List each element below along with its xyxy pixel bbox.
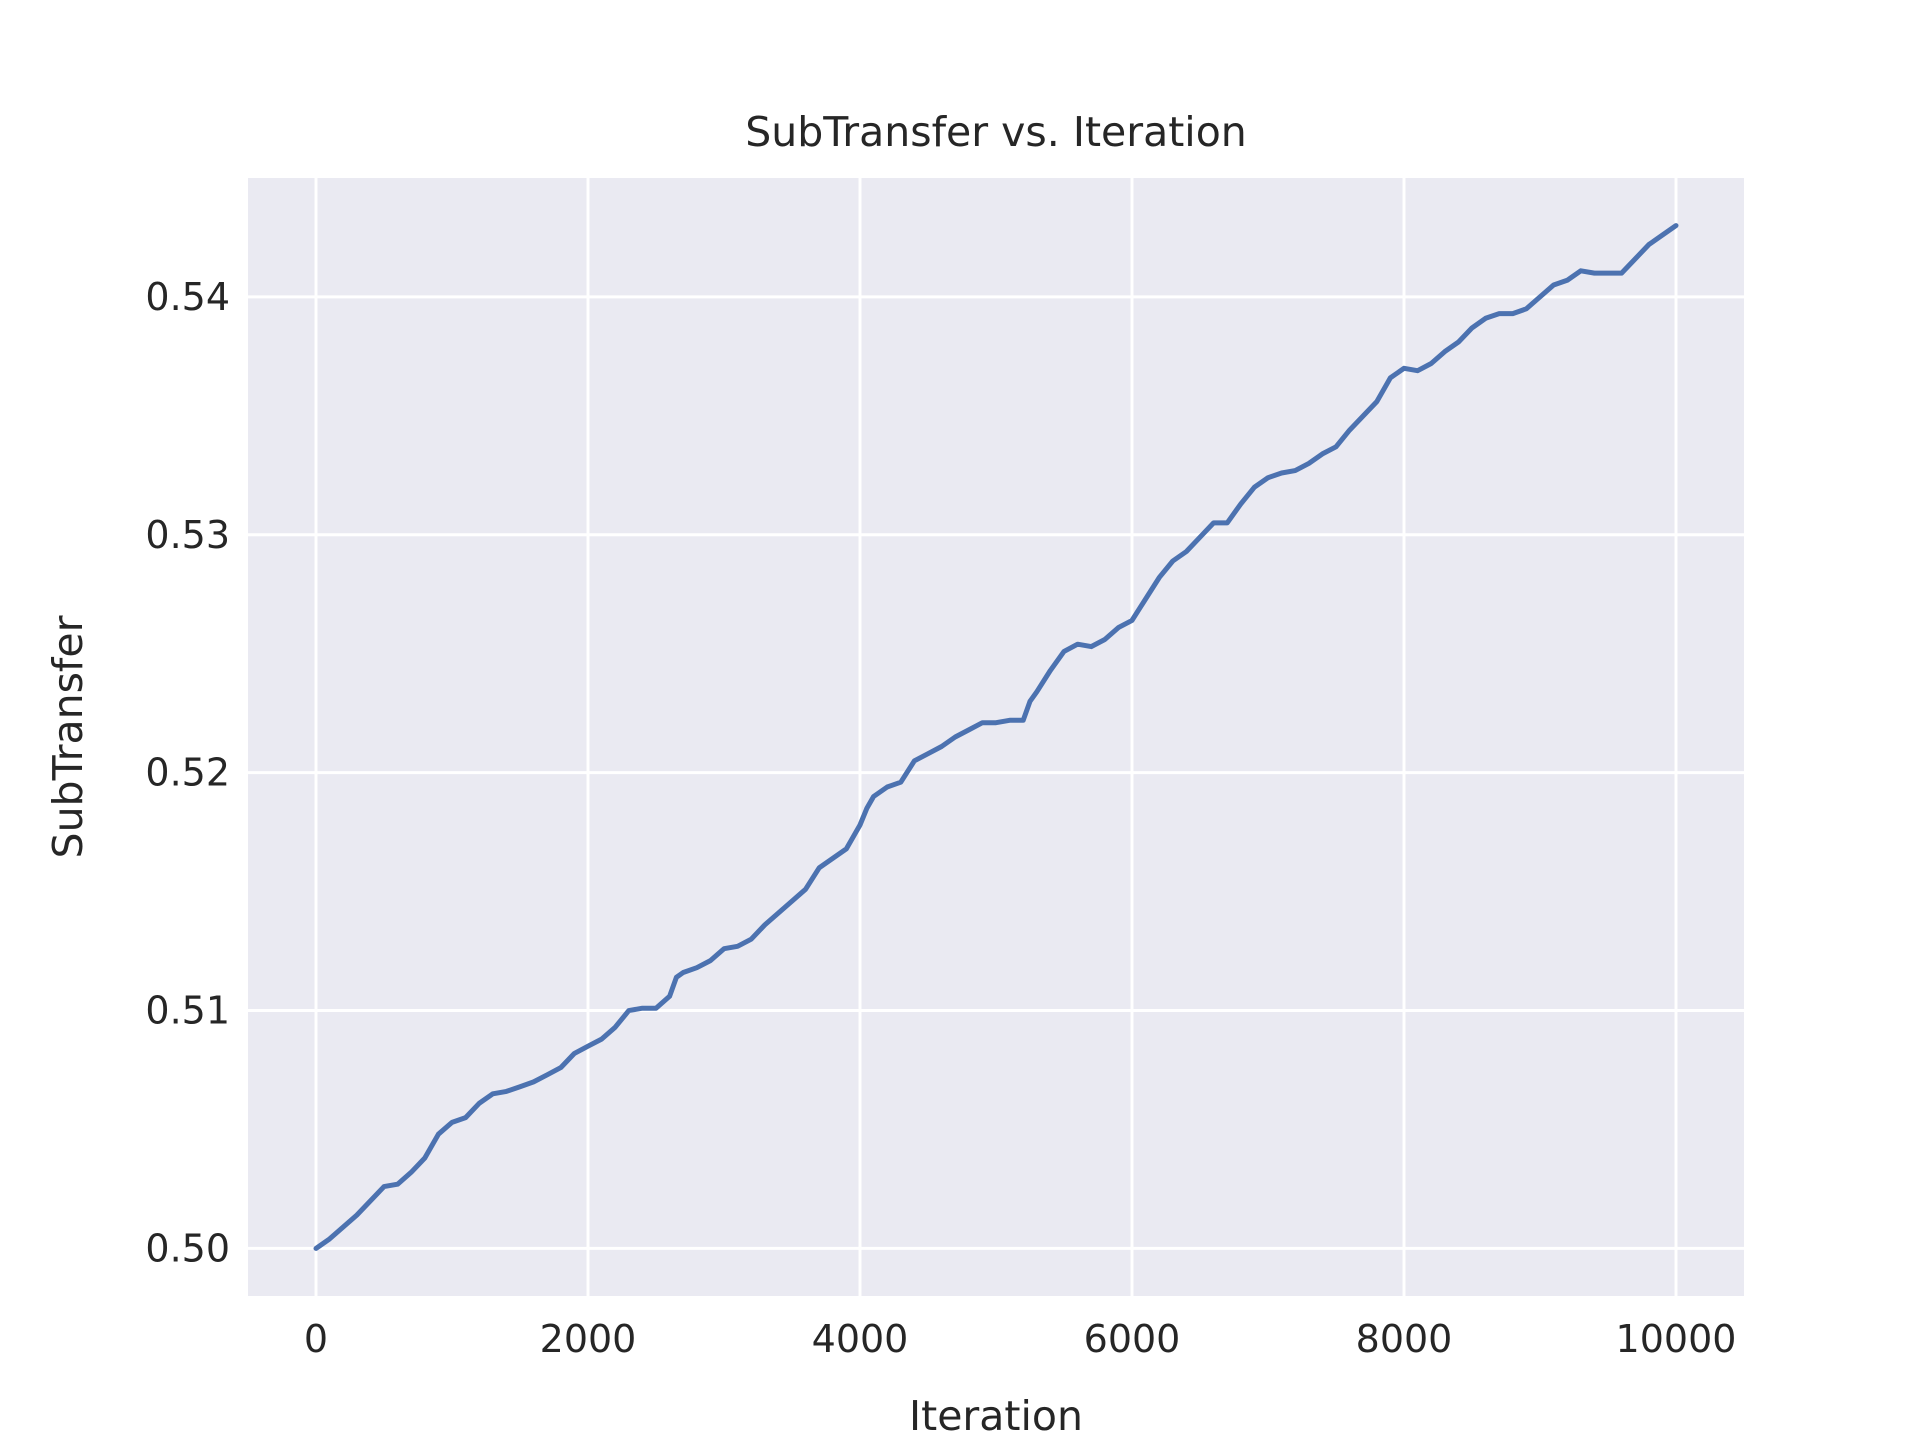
y-tick-label: 0.54	[145, 275, 230, 319]
x-tick-label: 10000	[1616, 1317, 1737, 1361]
x-tick-label: 2000	[540, 1317, 637, 1361]
y-tick-label: 0.50	[145, 1226, 230, 1270]
y-tick-label: 0.53	[145, 513, 230, 557]
chart-title: SubTransfer vs. Iteration	[745, 108, 1247, 156]
y-tick-label: 0.52	[145, 751, 230, 795]
data-line	[313, 223, 1679, 1251]
y-gridlines	[248, 295, 1744, 1250]
x-tick-label: 4000	[812, 1317, 909, 1361]
x-tick-labels: 0 2000 4000 6000 8000 10000	[304, 1317, 1737, 1361]
y-axis-label: SubTransfer	[44, 615, 92, 858]
x-tick-label: 8000	[1356, 1317, 1453, 1361]
x-tick-label: 0	[304, 1317, 328, 1361]
x-tick-label: 6000	[1084, 1317, 1181, 1361]
x-gridlines	[314, 178, 1678, 1296]
plot-area	[248, 178, 1744, 1296]
y-tick-label: 0.51	[145, 989, 230, 1033]
y-tick-labels: 0.50 0.51 0.52 0.53 0.54	[145, 275, 230, 1270]
x-axis-label: Iteration	[909, 1392, 1083, 1440]
